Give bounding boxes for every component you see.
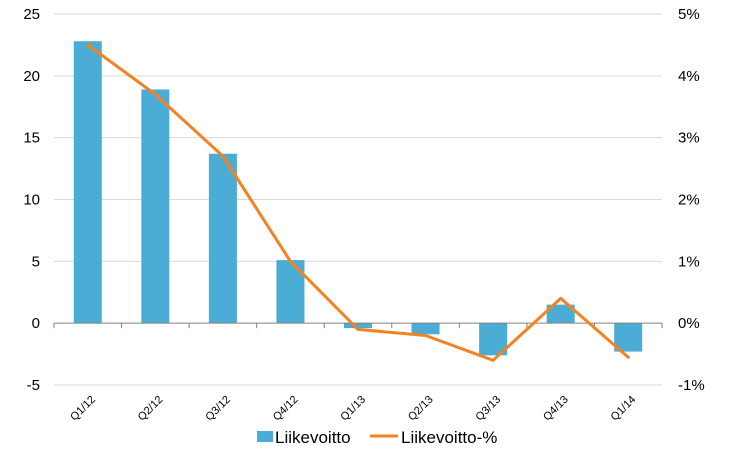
- line-point: [356, 327, 360, 331]
- left-tick-label: -5: [27, 377, 40, 394]
- left-tick-label: 5: [32, 253, 40, 270]
- right-tick-label: -1%: [678, 377, 705, 394]
- bar-series-liikevoitto: [73, 41, 643, 356]
- line-point: [424, 334, 428, 338]
- bar: [208, 153, 237, 324]
- left-tick-label: 25: [23, 6, 40, 23]
- category-label: Q4/12: [271, 394, 301, 424]
- right-axis-ticks: -1% 0% 1% 2% 3% 4% 5%: [678, 6, 705, 394]
- left-tick-label: 0: [32, 315, 40, 332]
- right-tick-label: 2%: [678, 192, 700, 209]
- legend: Liikevoitto Liikevoitto-%: [257, 428, 497, 447]
- category-label: Q3/12: [203, 394, 233, 424]
- legend-swatch-liikevoitto: [257, 431, 273, 442]
- category-label: Q1/14: [609, 394, 639, 424]
- right-tick-label: 1%: [678, 253, 700, 270]
- bar: [546, 304, 575, 324]
- left-axis-ticks: -5 0 5 10 15 20 25: [23, 6, 40, 394]
- right-tick-label: 4%: [678, 68, 700, 85]
- line-point: [221, 154, 225, 158]
- bar: [73, 41, 102, 324]
- left-tick-label: 10: [23, 192, 40, 209]
- right-tick-label: 5%: [678, 6, 700, 23]
- bar: [141, 89, 170, 324]
- legend-label-liikevoitto-pct: Liikevoitto-%: [401, 428, 497, 447]
- line-point: [559, 296, 563, 300]
- line-point: [626, 355, 630, 359]
- line-series-liikevoitto-pct: [86, 43, 630, 362]
- category-label: Q2/13: [406, 394, 436, 424]
- bar: [344, 323, 372, 329]
- bar: [411, 323, 440, 335]
- left-tick-label: 15: [23, 130, 40, 147]
- right-tick-label: 0%: [678, 315, 700, 332]
- x-axis-tick-marks: [53, 323, 663, 329]
- line-point: [86, 43, 90, 47]
- category-label: Q4/13: [541, 394, 571, 424]
- left-tick-label: 20: [23, 68, 40, 85]
- x-axis-category-labels: Q1/12 Q2/12 Q3/12 Q4/12 Q1/13 Q2/13 Q3/13 Q4/13…: [68, 394, 638, 424]
- category-label: Q1/13: [338, 394, 368, 424]
- category-label: Q3/13: [474, 394, 504, 424]
- legend-label-liikevoitto: Liikevoitto: [275, 428, 351, 447]
- category-label: Q1/12: [68, 394, 98, 424]
- right-tick-label: 3%: [678, 130, 700, 147]
- line-point: [153, 92, 157, 96]
- line-point: [288, 259, 292, 263]
- bar: [614, 323, 643, 352]
- category-label: Q2/12: [136, 394, 166, 424]
- line-point: [491, 358, 495, 362]
